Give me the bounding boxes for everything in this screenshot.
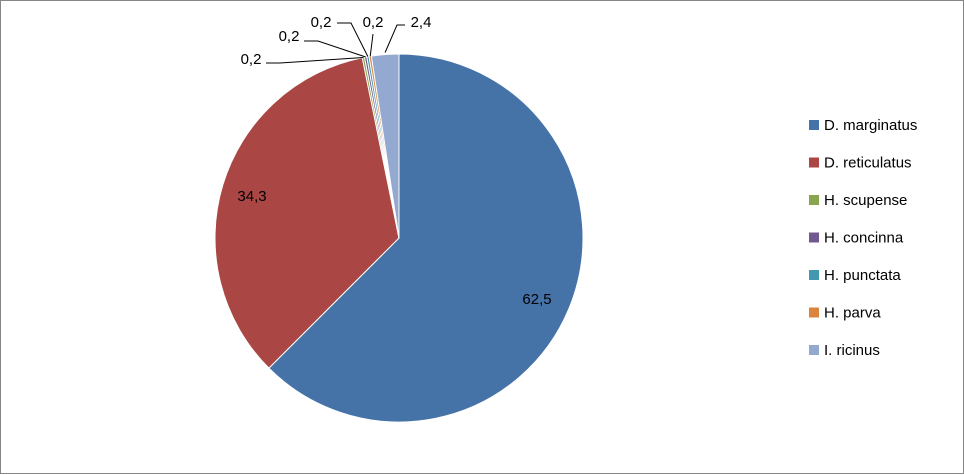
data-label-h-concinna: 0,2 xyxy=(279,28,300,45)
legend-item-d-reticulatus: D. reticulatus xyxy=(809,155,912,172)
data-label-i-ricinus: 2,4 xyxy=(411,14,432,31)
legend-label: D. marginatus xyxy=(824,117,917,134)
legend-swatch xyxy=(809,345,819,355)
legend-item-h-parva: H. parva xyxy=(809,305,881,322)
legend-swatch xyxy=(809,120,819,130)
legend-item-h-scupense: H. scupense xyxy=(809,192,907,209)
legend-item-d-marginatus: D. marginatus xyxy=(809,117,917,134)
legend-label: H. punctata xyxy=(824,267,901,284)
slice-i-ricinus xyxy=(370,53,400,239)
legend-swatch xyxy=(809,232,819,243)
leader-line-h-punctata xyxy=(337,22,369,57)
legend-swatch xyxy=(809,270,819,280)
legend-swatch xyxy=(809,157,819,168)
legend-label: D. reticulatus xyxy=(824,155,912,172)
legend-label: H. concinna xyxy=(824,230,904,247)
data-label-d-marginatus: 62,5 xyxy=(522,291,551,308)
leader-lines xyxy=(266,22,405,64)
pie-slices xyxy=(214,53,584,423)
legend: D. marginatus D. reticulatus H. scupense H.… xyxy=(809,117,917,359)
legend-item-h-punctata: H. punctata xyxy=(809,267,901,284)
leader-line-i-ricinus xyxy=(384,24,405,53)
legend-swatch xyxy=(809,195,819,205)
legend-label: H. scupense xyxy=(824,192,907,209)
slice-d-reticulatus xyxy=(214,57,400,369)
leader-line-h-concinna xyxy=(304,40,366,58)
data-label-h-punctata: 0,2 xyxy=(311,14,332,31)
data-label-h-scupense: 0,2 xyxy=(241,51,262,68)
legend-item-h-concinna: H. concinna xyxy=(809,230,904,247)
leader-line-h-parva xyxy=(369,33,374,57)
legend-swatch xyxy=(809,307,819,318)
slice-d-marginatus xyxy=(268,53,584,423)
data-label-d-reticulatus: 34,3 xyxy=(237,188,266,205)
data-label-h-parva: 0,2 xyxy=(363,14,384,31)
data-labels: 62,5 34,3 0,2 0,2 0,2 0,2 2,4 xyxy=(237,14,551,308)
legend-label: I. ricinus xyxy=(824,342,880,359)
legend-item-i-ricinus: I. ricinus xyxy=(809,342,880,359)
leader-line-h-scupense xyxy=(266,57,364,64)
legend-label: H. parva xyxy=(824,305,881,322)
